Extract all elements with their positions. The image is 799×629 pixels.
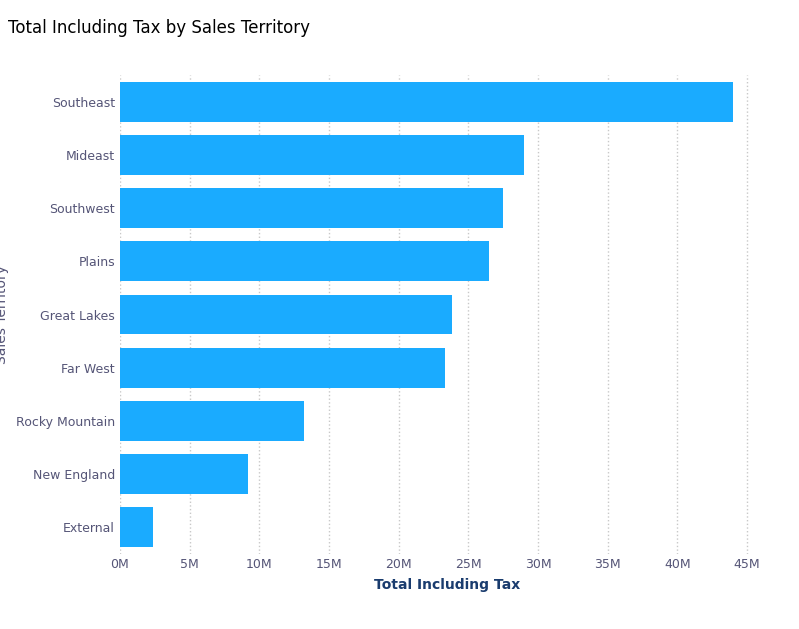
- X-axis label: Total Including Tax: Total Including Tax: [374, 578, 521, 593]
- Bar: [120, 188, 503, 228]
- Bar: [120, 507, 153, 547]
- Text: Total Including Tax by Sales Territory: Total Including Tax by Sales Territory: [8, 19, 310, 37]
- Bar: [120, 135, 524, 175]
- Bar: [120, 294, 451, 335]
- Bar: [120, 242, 489, 281]
- Bar: [120, 82, 733, 122]
- Y-axis label: Sales Territory: Sales Territory: [0, 265, 9, 364]
- Bar: [120, 348, 445, 387]
- Bar: [120, 401, 304, 441]
- Bar: [120, 454, 248, 494]
